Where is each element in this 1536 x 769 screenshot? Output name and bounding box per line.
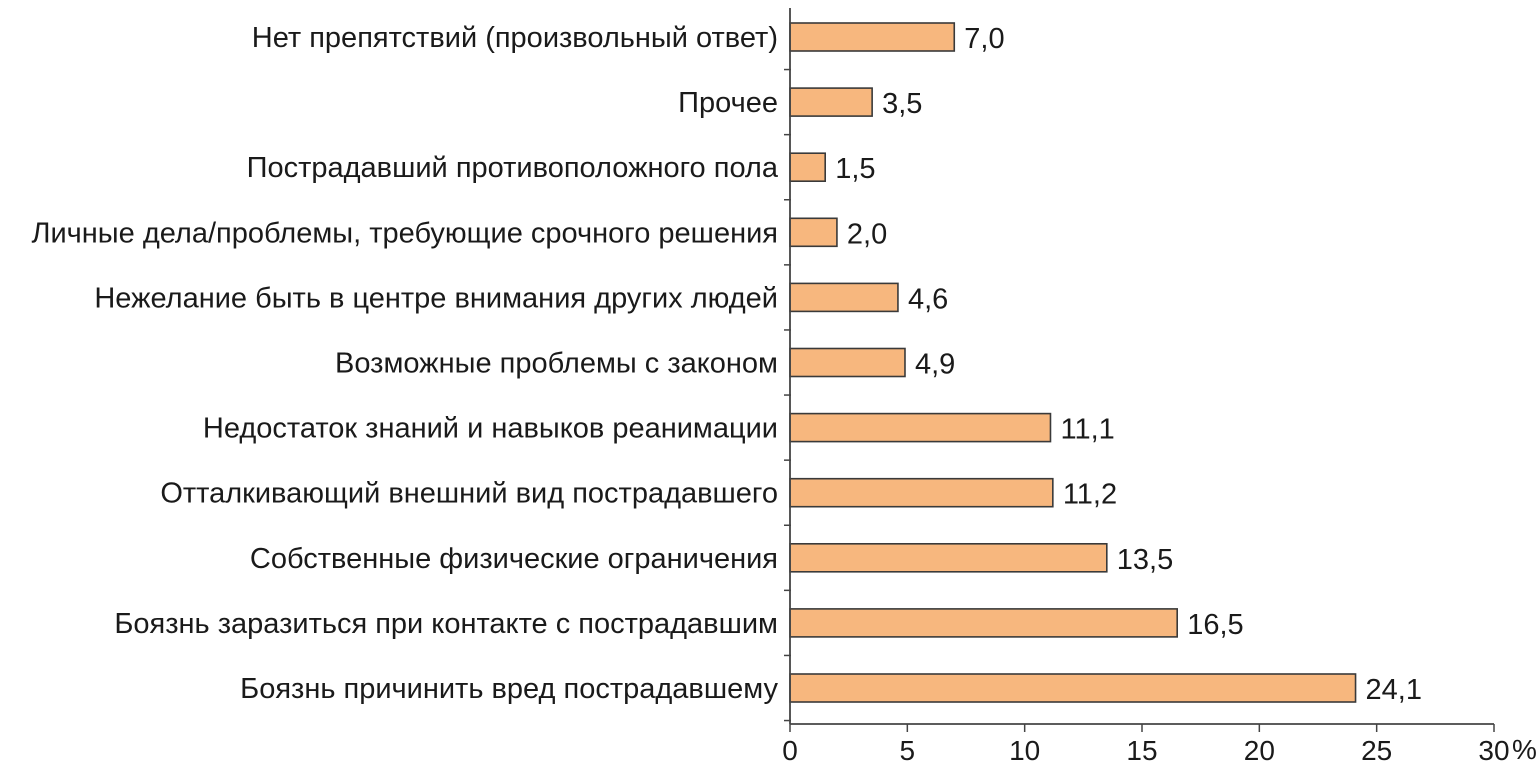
data-label: 24,1 bbox=[1366, 674, 1422, 706]
data-label: 4,6 bbox=[908, 283, 948, 315]
data-label: 16,5 bbox=[1187, 609, 1243, 641]
bar bbox=[789, 282, 899, 313]
data-label: 3,5 bbox=[882, 88, 922, 120]
x-tick-label: 20 bbox=[1244, 735, 1275, 766]
category-label: Прочее bbox=[678, 87, 778, 119]
category-label: Возможные проблемы с законом bbox=[335, 348, 778, 380]
bar bbox=[789, 152, 827, 182]
bar bbox=[789, 217, 838, 248]
x-tick-label: 0 bbox=[782, 735, 798, 766]
x-unit-label: % bbox=[1512, 734, 1536, 765]
bar bbox=[789, 608, 1179, 638]
bar bbox=[789, 542, 1108, 573]
data-label: 11,1 bbox=[1060, 414, 1114, 446]
category-label: Отталкивающий внешний вид пострадавшего bbox=[160, 478, 778, 510]
data-label: 1,5 bbox=[835, 153, 875, 185]
data-label: 13,5 bbox=[1117, 544, 1173, 576]
x-tick-label: 5 bbox=[900, 735, 916, 766]
bar bbox=[789, 22, 956, 52]
x-tick-label: 15 bbox=[1126, 735, 1157, 766]
data-label: 4,9 bbox=[915, 349, 955, 381]
category-label: Нежелание быть в центре внимания других … bbox=[94, 282, 778, 314]
bar bbox=[789, 477, 1054, 508]
data-label: 11,2 bbox=[1063, 479, 1117, 511]
bar bbox=[789, 347, 906, 378]
category-label: Боязнь причинить вред пострадавшему bbox=[240, 673, 778, 705]
bar bbox=[789, 87, 873, 117]
category-label: Боязнь заразиться при контакте с пострад… bbox=[114, 608, 778, 640]
axes-layer bbox=[784, 8, 1495, 732]
x-tick-label: 30 bbox=[1478, 735, 1509, 766]
category-label: Недостаток знаний и навыков реанимации bbox=[203, 413, 778, 445]
bar bbox=[789, 673, 1357, 703]
x-tick-label: 25 bbox=[1361, 735, 1392, 766]
bars-layer bbox=[789, 22, 1357, 703]
category-label: Пострадавший противоположного пола bbox=[247, 152, 779, 184]
x-tick-label: 10 bbox=[1009, 735, 1040, 766]
category-label: Собственные физические ограничения bbox=[250, 543, 778, 575]
data-label: 7,0 bbox=[964, 23, 1004, 55]
category-label: Личные дела/проблемы, требующие срочного… bbox=[31, 217, 778, 249]
labels-layer: Нет препятствий (произвольный ответ) 7,0 П… bbox=[31, 22, 1536, 766]
category-label: Нет препятствий (произвольный ответ) bbox=[252, 22, 778, 54]
bar bbox=[789, 412, 1052, 443]
data-label: 2,0 bbox=[847, 218, 887, 250]
